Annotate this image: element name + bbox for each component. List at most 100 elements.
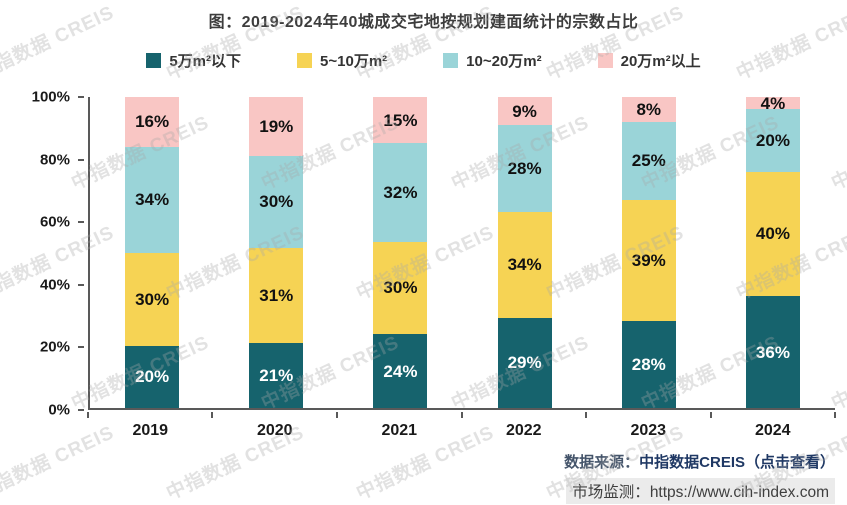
bar-value-label: 36% [755,342,790,362]
x-axis-tick [709,412,712,418]
bar-value-label: 15% [383,110,418,130]
bar-segment: 28% [497,125,552,213]
y-axis-label: 100% [31,88,70,106]
bar-segment: 40% [745,171,800,297]
y-axis-label: 60% [39,213,70,231]
y-axis-tick [78,158,84,161]
source-link[interactable]: 中指数据CREIS（点击查看） [639,454,835,471]
x-axis-tick [460,412,463,418]
x-axis-label: 2019 [132,422,169,439]
bar-segment: 24% [373,334,428,408]
y-axis-tick [78,221,84,224]
bar-segment: 30% [373,241,428,335]
bar-value-label: 4% [760,93,786,113]
bar-segment: 9% [497,97,552,125]
legend-swatch-5-10 [297,53,313,68]
bar-value-label: 30% [135,289,170,309]
bar-segment: 29% [497,317,552,408]
bar-value-label: 34% [507,255,542,275]
x-axis-label: 2022 [505,422,542,439]
bar-segment: 8% [621,97,676,122]
bar-segment: 32% [373,143,428,242]
bar-segment: 30% [249,155,304,248]
legend-label: 5~10万m² [320,53,388,70]
legend-item-under-5: 5万m²以下 [146,50,241,71]
bar-segment: 28% [621,320,676,408]
y-axis-tick [78,409,84,411]
bar-value-label: 34% [135,190,170,210]
bar-value-label: 8% [636,99,662,119]
bar-2019: 20% 30% 34% 16% [125,97,180,408]
bar-segment: 16% [125,97,180,147]
bar-value-label: 29% [507,353,542,373]
y-axis-label: 80% [39,151,70,169]
y-axis: 0% 20% 40% 60% 80% 100% [0,89,86,419]
y-axis-label: 0% [48,401,70,419]
bar-value-label: 9% [512,101,537,121]
bar-value-label: 21% [259,366,294,386]
legend-swatch-under-5 [146,53,162,68]
bar-value-label: 28% [507,159,542,179]
x-axis-tick [584,412,587,418]
bar-segment: 36% [745,296,800,408]
bar-segment: 4% [745,93,800,113]
bar-value-label: 28% [631,354,666,374]
bar-segment: 34% [497,212,552,318]
x-axis-tick [87,412,89,418]
bar-slot-2023: 28% 39% 25% 8% [587,97,711,408]
monitor-url-link[interactable]: https://www.cih-index.com [649,484,829,501]
bar-value-label: 16% [135,112,170,132]
bar-segment: 20% [125,345,180,408]
y-axis-tick [78,283,84,286]
bar-segment: 15% [373,97,428,144]
x-axis-label: 2024 [754,422,791,439]
bar-segment: 31% [249,247,304,344]
legend-item-over-20: 20万m²以上 [597,50,701,71]
bar-segment: 21% [249,343,304,408]
y-axis-tick [78,96,84,98]
bar-slot-2021: 24% 30% 32% 15% [338,97,462,408]
bar-slot-2019: 20% 30% 34% 16% [90,97,214,408]
y-axis-tick [78,346,84,349]
legend-item-5-10: 5~10万m² [297,50,387,71]
y-axis-label: 20% [39,338,70,356]
bar-segment: 30% [125,252,180,346]
monitor-prefix-label: 市场监测： [572,484,650,501]
bar-value-label: 32% [383,182,418,202]
bar-2024: 36% 40% 20% 4% [745,93,800,408]
plot-area: 20% 30% 34% 16% 21% 31% 30% 19% 24% 30% 32% 15% 29% 3… [88,93,835,410]
bar-value-label: 39% [631,250,666,270]
bar-slot-2024: 36% 40% 20% 4% [711,93,835,408]
chart-title: 图：2019-2024年40城成交宅地按规划建面统计的宗数占比 [208,14,639,31]
bar-2023: 28% 39% 25% 8% [621,97,676,408]
source-prefix-label: 数据来源： [564,454,640,471]
x-axis-label: 2020 [256,422,293,439]
bar-value-label: 40% [755,224,790,244]
bar-2020: 21% 31% 30% 19% [249,97,304,408]
x-axis-label: 2021 [381,422,418,439]
source-line: 数据来源：中指数据CREIS（点击查看） [564,451,835,472]
x-axis-tick [335,412,338,418]
legend: 5万m²以下 5~10万m² 10~20万m² 20万m²以上 [0,50,847,71]
legend-swatch-over-20 [597,53,613,68]
monitor-line: 市场监测：https://www.cih-index.com [566,478,835,504]
bar-slot-2020: 21% 31% 30% 19% [214,97,338,408]
bar-value-label: 24% [383,361,418,381]
x-axis-label: 2023 [630,422,667,439]
bar-value-label: 30% [383,278,418,298]
legend-item-10-20: 10~20万m² [443,50,542,71]
x-axis-tick [211,412,214,418]
bar-value-label: 31% [259,286,294,306]
bar-segment: 19% [249,97,304,156]
bar-segment: 20% [745,109,800,172]
bar-value-label: 20% [135,367,170,387]
x-axis: 2019 2020 2021 2022 2023 2024 [87,412,836,446]
x-axis-tick [834,412,836,418]
bar-value-label: 20% [755,131,790,151]
legend-label: 10~20万m² [466,53,542,70]
bar-segment: 25% [621,121,676,200]
bar-value-label: 30% [259,192,294,212]
legend-label: 20万m²以上 [620,53,701,70]
bar-2022: 29% 34% 28% 9% [497,97,552,408]
